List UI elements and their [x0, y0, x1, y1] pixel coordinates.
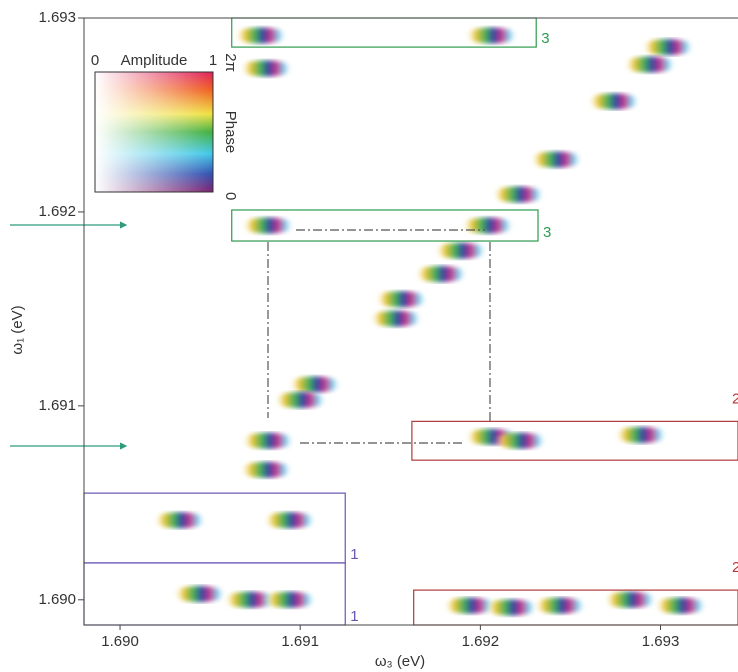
y-tick-label: 1.692 — [38, 203, 76, 220]
x-tick-label: 1.693 — [642, 633, 680, 650]
region-box — [411, 420, 738, 461]
peak — [369, 310, 422, 327]
colorbar-label: Phase — [222, 111, 239, 154]
colorbar-tick-label: 2π — [222, 53, 239, 72]
peak — [234, 27, 287, 44]
peak — [494, 432, 546, 449]
peak — [263, 591, 316, 608]
y-tick-label: 1.690 — [38, 591, 76, 608]
plot-area — [153, 27, 707, 616]
peak — [241, 432, 294, 449]
peak — [288, 376, 341, 393]
peak — [492, 186, 545, 203]
peak — [641, 39, 694, 56]
peak — [173, 585, 226, 602]
region-label: 1 — [350, 546, 358, 563]
peak — [239, 60, 292, 77]
region-label: 2 — [732, 390, 738, 407]
peak — [375, 291, 428, 308]
region-box — [83, 492, 346, 564]
peak — [223, 591, 276, 608]
peak — [614, 426, 667, 443]
y-tick-label: 1.693 — [38, 9, 76, 26]
peak — [443, 597, 496, 614]
peak — [587, 93, 640, 110]
peak — [414, 265, 467, 282]
colorbar-tick-label: 1 — [209, 52, 217, 69]
region-label: 2 — [732, 559, 738, 576]
peak — [654, 597, 707, 614]
guide-lines — [267, 229, 491, 444]
peak — [465, 27, 518, 44]
x-tick-label: 1.690 — [101, 633, 139, 650]
colorbar-amplitude — [94, 71, 214, 193]
peak — [241, 217, 294, 234]
peak — [461, 217, 514, 234]
peak — [274, 392, 327, 409]
region-label: 3 — [541, 30, 549, 47]
y-tick-label: 1.691 — [38, 397, 76, 414]
region-label: 3 — [543, 224, 551, 241]
peak — [623, 56, 676, 73]
region-label: 1 — [350, 608, 358, 625]
peak — [153, 512, 206, 529]
x-tick-label: 1.692 — [462, 633, 500, 650]
peak — [263, 512, 316, 529]
colorbar: 0 1 Amplitude 0 2π Phase — [91, 52, 239, 200]
peak — [530, 151, 583, 168]
y-axis-label: ω₁ (eV) — [9, 305, 26, 354]
peak — [434, 242, 487, 259]
colorbar-tick-label: 0 — [91, 52, 99, 69]
peak — [484, 599, 537, 616]
colorbar-label: Amplitude — [121, 52, 188, 69]
peak — [239, 461, 292, 478]
x-axis-label: ω₃ (eV) — [375, 653, 425, 670]
peak — [533, 597, 586, 614]
x-tick-label: 1.691 — [281, 633, 319, 650]
region-box — [231, 209, 539, 242]
peak — [603, 591, 656, 608]
colorbar-tick-label: 0 — [222, 192, 239, 200]
